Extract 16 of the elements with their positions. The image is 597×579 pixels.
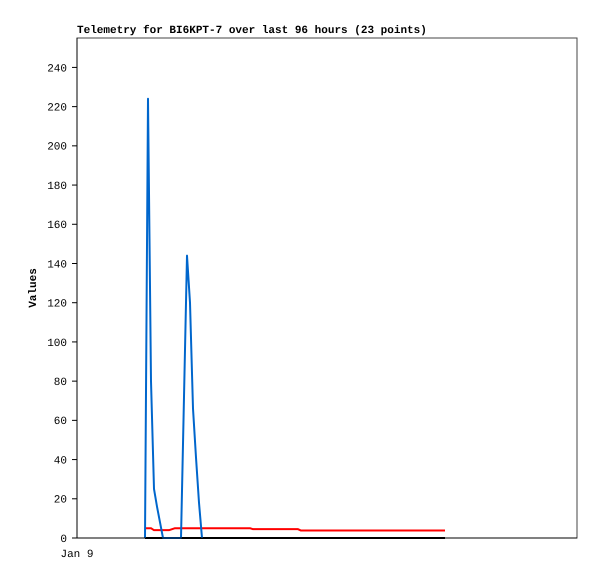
y-tick-label: 20 bbox=[54, 494, 67, 507]
y-tick-label: 120 bbox=[47, 298, 67, 311]
y-tick-label: 80 bbox=[54, 376, 67, 389]
y-tick-label: 100 bbox=[47, 338, 67, 350]
y-tick-label: 40 bbox=[54, 455, 67, 468]
y-tick-label: 200 bbox=[47, 142, 67, 154]
y-tick-label: 240 bbox=[47, 63, 67, 76]
chart-title: Telemetry for BI6KPT-7 over last 96 hours (23 points) bbox=[77, 24, 427, 37]
y-tick-label: 0 bbox=[60, 534, 67, 546]
y-tick-label: 160 bbox=[47, 220, 67, 232]
y-axis-title: Values bbox=[28, 268, 40, 308]
y-tick-label: 180 bbox=[47, 180, 67, 193]
y-tick-label: 140 bbox=[47, 259, 67, 272]
text: Jan 9 bbox=[60, 549, 94, 561]
y-tick-label: 60 bbox=[54, 416, 67, 428]
y-tick-label: 220 bbox=[47, 102, 67, 114]
